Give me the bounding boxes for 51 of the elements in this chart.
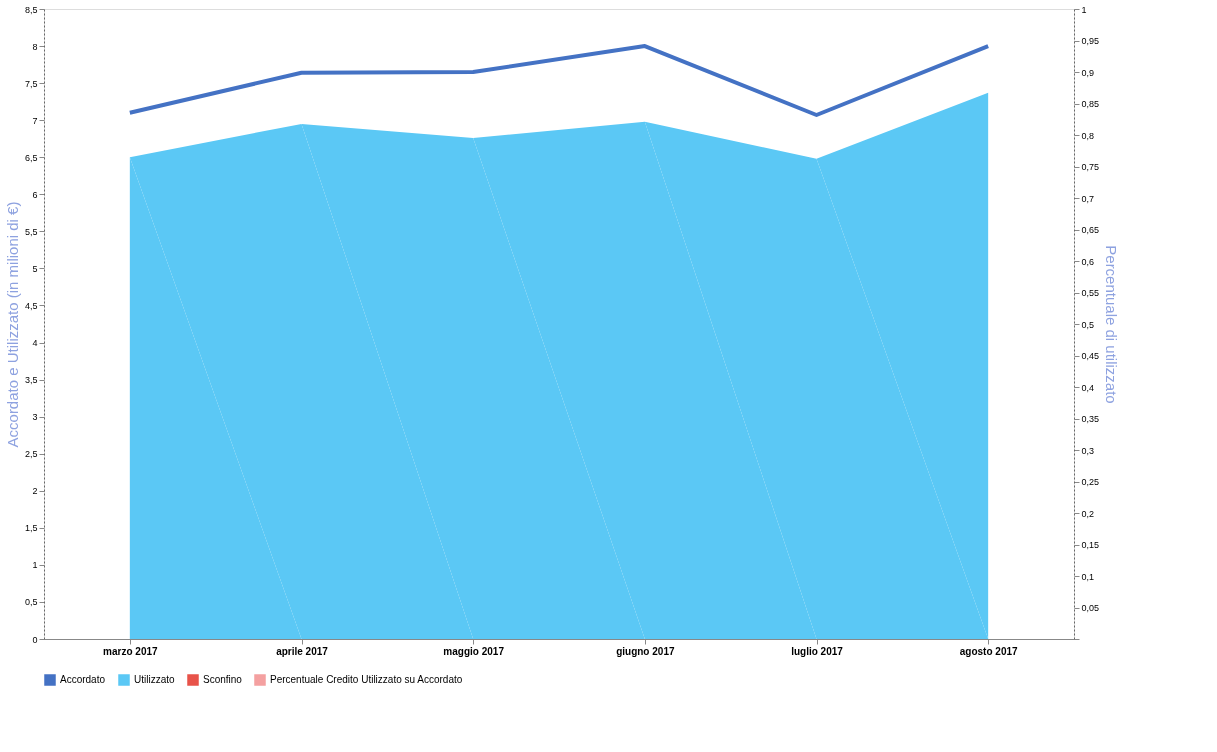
y-tick-label: 2: [32, 486, 38, 497]
y2-axis-title: Percentuale di utilizzato: [1103, 245, 1121, 404]
legend-label: Utilizzato: [134, 674, 175, 685]
y-tick-label: 1: [32, 560, 38, 571]
y-tick-label: 7,5: [24, 78, 38, 89]
y-tick-label: 8,5: [24, 4, 38, 15]
y2-tick-label: 0,2: [1081, 508, 1095, 519]
y-tick-label: 3: [32, 412, 38, 423]
y-tick-label: 3,5: [24, 375, 38, 386]
legend-label: Sconfino: [203, 674, 243, 685]
x-tick-label: luglio 2017: [791, 645, 844, 657]
y-axis-title: Accordato e Utilizzato (in milioni di €): [3, 201, 21, 448]
y2-tick-label: 0,75: [1081, 162, 1100, 172]
y-tick-label: 6: [32, 189, 38, 200]
y2-tick-label: 0,15: [1081, 540, 1100, 550]
y-tick-label: 5: [32, 263, 38, 274]
y2-tick-label: 0,9: [1081, 67, 1095, 78]
y2-tick-label: 0,4: [1081, 382, 1095, 393]
y-tick-label: 8: [32, 41, 38, 52]
y2-tick-label: 0,25: [1081, 477, 1100, 487]
y-tick-label: 2,5: [24, 449, 38, 460]
x-tick-label: aprile 2017: [276, 645, 329, 657]
y-tick-label: 1,5: [24, 523, 38, 534]
y2-tick-label: 0,8: [1081, 130, 1095, 141]
x-tick-label: marzo 2017: [103, 645, 159, 657]
y2-tick-label: 0,5: [1081, 319, 1095, 330]
y2-tick-label: 0,55: [1081, 288, 1100, 298]
y2-tick-label: 0,05: [1081, 603, 1100, 613]
y2-tick-label: 0,45: [1081, 351, 1100, 361]
y2-tick-label: 0,7: [1081, 193, 1095, 204]
legend-label: Percentuale Credito Utilizzato su Accordato: [270, 674, 463, 685]
y-tick-label: 4: [32, 338, 38, 349]
x-tick-label: agosto 2017: [959, 645, 1018, 657]
y2-tick-label: 0,95: [1081, 36, 1100, 46]
y-tick-label: 0,5: [24, 597, 38, 608]
y2-tick-label: 0,35: [1081, 414, 1100, 424]
y2-tick-label: 0,6: [1081, 256, 1095, 267]
y2-tick-label: 0,3: [1081, 445, 1095, 456]
y2-tick-label: 0,65: [1081, 225, 1100, 235]
x-tick-label: giugno 2017: [616, 645, 675, 657]
y-tick-label: 6,5: [24, 152, 38, 163]
y2-tick-label: 0,85: [1081, 99, 1100, 109]
y2-tick-label: 1: [1081, 4, 1087, 15]
y-tick-label: 0: [32, 634, 38, 645]
line-series: [127, 44, 991, 117]
y-tick-label: 5,5: [24, 226, 38, 237]
x-tick-label: maggio 2017: [443, 645, 505, 657]
y2-tick-label: 0,1: [1081, 571, 1095, 582]
legend-label: Accordato: [60, 674, 106, 685]
y-tick-label: 4,5: [24, 300, 38, 311]
y-tick-label: 7: [32, 115, 38, 126]
